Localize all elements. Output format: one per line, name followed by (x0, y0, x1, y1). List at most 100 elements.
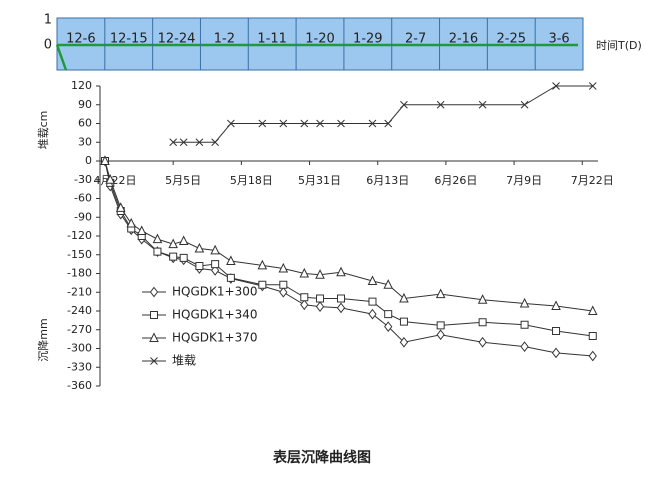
marker (478, 336, 487, 348)
marker (588, 350, 597, 362)
legend-label: HQGDK1+370 (172, 331, 257, 345)
marker (136, 225, 147, 235)
y-tick-label: 120 (71, 79, 92, 92)
marker (399, 317, 408, 326)
marker (299, 267, 310, 278)
marker (520, 341, 529, 352)
marker (519, 297, 530, 308)
marker (100, 155, 110, 165)
marker (478, 318, 487, 327)
y-tick-label: -240 (67, 304, 92, 317)
marker (279, 286, 288, 298)
marker (436, 321, 445, 330)
marker (368, 119, 377, 128)
marker (588, 82, 597, 90)
y-tick-label: -150 (67, 248, 92, 261)
strip-axis-label: 时间T(D) (596, 39, 642, 52)
strip-date: 1-29 (353, 32, 383, 47)
marker (195, 262, 204, 270)
marker (195, 138, 204, 147)
marker (477, 294, 488, 304)
marker (384, 310, 393, 319)
marker (211, 138, 219, 147)
strip-date: 2-25 (497, 32, 527, 47)
series-line (104, 160, 593, 357)
marker (399, 336, 409, 348)
marker (315, 301, 325, 312)
strip-date: 2-7 (405, 32, 426, 47)
legend-label: HQGDK1+340 (172, 308, 257, 322)
y-tick-label: 60 (78, 117, 92, 130)
marker (552, 327, 561, 335)
marker (383, 279, 394, 289)
marker (300, 293, 309, 302)
x-tick-label: 7月9日 (506, 174, 542, 187)
marker (258, 119, 267, 128)
marker (552, 82, 560, 90)
marker (105, 174, 116, 184)
strip-date: 12-15 (110, 32, 148, 47)
marker (436, 100, 445, 109)
y-tick-label: -120 (67, 229, 92, 242)
y-tick-label: -360 (67, 379, 92, 392)
marker (169, 252, 178, 261)
series-line (173, 85, 593, 143)
y-tick-label: -30 (74, 173, 92, 186)
marker (169, 138, 178, 147)
marker (226, 273, 235, 282)
strip-date: 1-2 (214, 32, 235, 47)
marker (315, 269, 325, 279)
strip-date: 12-6 (66, 32, 96, 47)
marker (153, 247, 162, 256)
y-tick-label: -60 (74, 192, 92, 205)
marker (152, 233, 163, 244)
strip-date: 1-11 (257, 32, 287, 47)
y-tick-label: -210 (67, 285, 92, 298)
marker (149, 332, 159, 342)
y-axis-label: 沉降mm (36, 318, 50, 361)
marker (478, 100, 487, 109)
marker (435, 288, 446, 299)
marker (178, 235, 189, 245)
marker (115, 202, 126, 212)
x-tick-label: 5月18日 (230, 174, 273, 187)
marker (168, 238, 178, 249)
marker (399, 292, 409, 303)
x-tick-label: 7月22日 (571, 174, 614, 187)
strip-y-label: 0 (44, 38, 52, 53)
marker (520, 320, 529, 329)
strip-date: 3-6 (548, 32, 569, 47)
marker (150, 357, 158, 365)
legend-label: 堆载 (172, 354, 196, 368)
marker (316, 294, 325, 303)
strip-date: 2-16 (449, 32, 479, 47)
marker (400, 100, 408, 109)
marker (258, 280, 267, 289)
y-tick-label: -270 (67, 323, 92, 336)
marker (194, 242, 205, 253)
marker (384, 119, 393, 128)
marker (336, 302, 346, 314)
marker (278, 262, 289, 273)
y-axis-label: 堆载cm (37, 111, 50, 150)
marker (179, 138, 188, 147)
marker (337, 294, 346, 303)
marker (279, 280, 288, 289)
strip-y-label: 1 (44, 13, 52, 28)
x-tick-label: 6月13日 (366, 174, 409, 187)
marker (227, 119, 235, 128)
strip-line (55, 44, 68, 71)
marker (211, 260, 220, 269)
marker (588, 332, 597, 340)
y-tick-label: -330 (67, 360, 92, 373)
x-tick-label: 4月22日 (94, 174, 137, 187)
y-tick-label: -300 (67, 342, 92, 355)
chart-title: 表层沉降曲线图 (272, 449, 371, 466)
marker (367, 275, 378, 285)
marker (300, 119, 309, 128)
marker (337, 119, 345, 128)
legend-label: HQGDK1+300 (172, 285, 257, 299)
marker (368, 297, 377, 306)
marker (179, 253, 188, 262)
